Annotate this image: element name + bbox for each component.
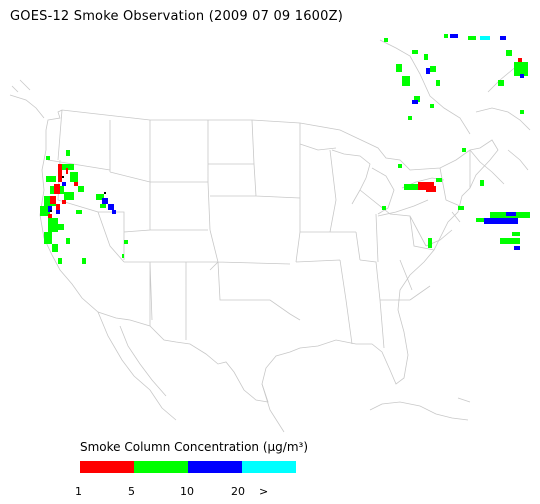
us-outline: [39, 109, 499, 403]
legend-color-bar: [80, 461, 296, 473]
legend-tick-label: 20: [231, 485, 245, 498]
legend-swatch-4: [242, 461, 296, 473]
smoke-pixels: [40, 34, 530, 264]
great-lakes: [299, 143, 445, 217]
legend-swatch-2: [134, 461, 188, 473]
legend-tick-label: >: [259, 485, 269, 498]
legend-title: Smoke Column Concentration (µg/m³): [80, 440, 308, 454]
legend-tick-label: 5: [128, 485, 135, 498]
state-lines: [47, 109, 471, 349]
legend-tick-label: 1: [75, 485, 82, 498]
legend-swatch-1: [80, 461, 134, 473]
legend-tick-label: 10: [180, 485, 194, 498]
map-title: GOES-12 Smoke Observation (2009 07 09 16…: [10, 9, 343, 24]
legend-swatch-3: [188, 461, 242, 473]
